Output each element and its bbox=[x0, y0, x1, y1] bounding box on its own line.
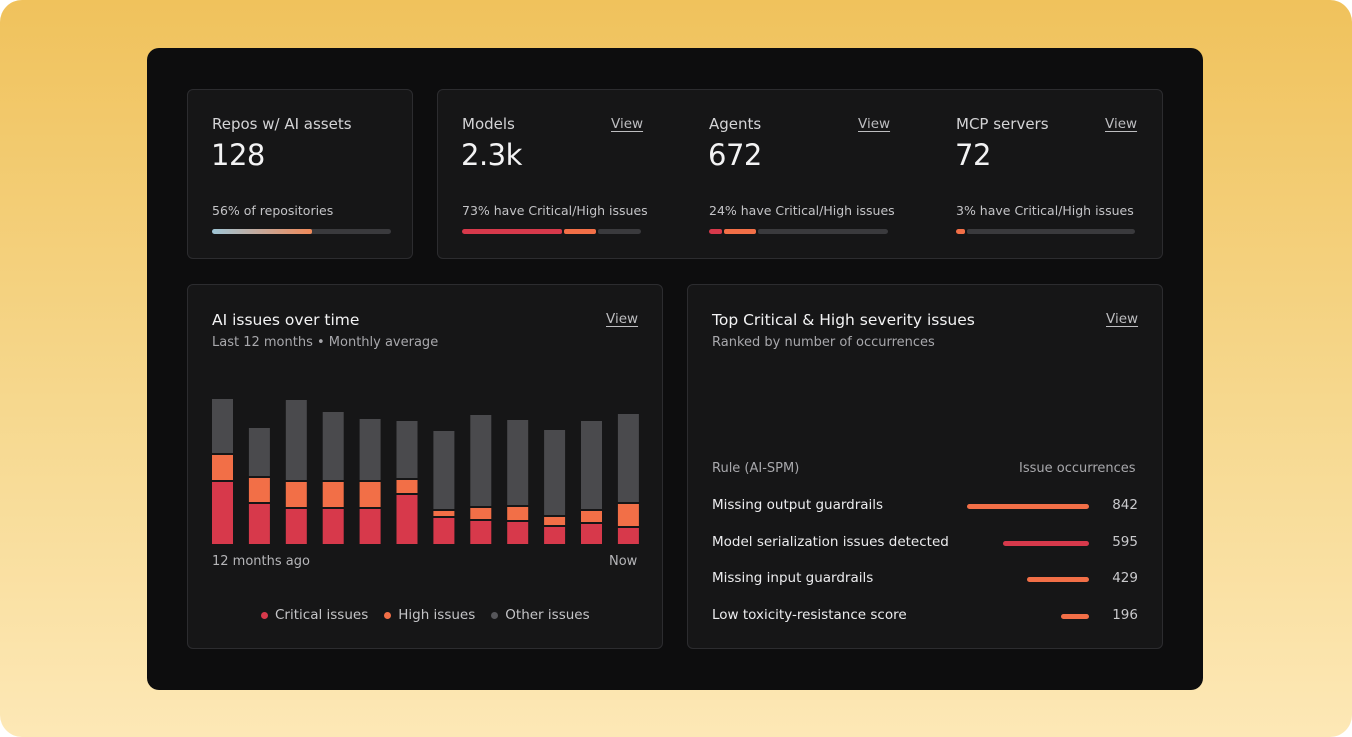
legend-critical-label: Critical issues bbox=[275, 607, 369, 623]
models-high-segment bbox=[564, 229, 597, 234]
bar-high-11 bbox=[581, 511, 602, 522]
bar-high-12 bbox=[617, 504, 639, 526]
mcp-remaining-segment bbox=[966, 229, 1135, 234]
legend-other: Other issues bbox=[491, 607, 590, 623]
agents-subtext: 24% have Critical/High issues bbox=[709, 203, 895, 218]
top-issues-view-link[interactable]: View bbox=[1106, 311, 1139, 327]
mcp-label: MCP servers bbox=[956, 115, 1049, 133]
issue-row-label: Low toxicity-resistance score bbox=[712, 606, 907, 623]
bar-other-10 bbox=[544, 430, 566, 515]
bar-critical-3 bbox=[285, 509, 307, 544]
bar-critical-12 bbox=[617, 528, 639, 544]
issue-row-label: Missing input guardrails bbox=[712, 570, 874, 586]
issue-row-bar bbox=[1060, 613, 1089, 619]
models-progress-track bbox=[462, 229, 641, 234]
bar-other-11 bbox=[581, 421, 602, 509]
bar-high-4 bbox=[322, 482, 344, 507]
bar-other-12 bbox=[617, 414, 639, 502]
agents-critical-segment bbox=[709, 229, 722, 234]
agents-progress-track bbox=[709, 229, 888, 234]
repos-subtext: 56% of repositories bbox=[212, 203, 334, 218]
legend-high-label: High issues bbox=[398, 607, 476, 623]
repos-label: Repos w/ AI assets bbox=[212, 115, 352, 133]
bar-critical-10 bbox=[544, 527, 566, 544]
bar-other-5 bbox=[359, 419, 381, 480]
bar-critical-5 bbox=[359, 509, 381, 544]
bar-other-9 bbox=[507, 420, 529, 505]
x-axis-end-label: Now bbox=[609, 554, 638, 569]
bar-critical-2 bbox=[248, 504, 270, 544]
legend-high-dot bbox=[384, 611, 392, 619]
bar-critical-7 bbox=[433, 518, 455, 544]
models-label: Models bbox=[462, 115, 515, 133]
legend-other-label: Other issues bbox=[505, 607, 590, 623]
bar-critical-11 bbox=[581, 524, 602, 544]
bar-high-7 bbox=[433, 511, 455, 516]
repos-progress-fill bbox=[212, 229, 313, 234]
top-issues-title: Top Critical & High severity issues bbox=[712, 311, 975, 329]
column-header-rule: Rule (AI-SPM) bbox=[712, 461, 800, 476]
bar-critical-9 bbox=[507, 522, 529, 544]
bar-other-6 bbox=[396, 421, 418, 478]
top-issues-card bbox=[687, 284, 1163, 649]
bar-other-3 bbox=[285, 400, 307, 480]
legend-high: High issues bbox=[384, 607, 475, 623]
bar-high-10 bbox=[544, 517, 566, 525]
issue-row-bar bbox=[967, 504, 1089, 509]
bar-other-4 bbox=[322, 412, 344, 480]
agents-high-segment bbox=[723, 229, 756, 234]
models-critical-segment bbox=[462, 229, 563, 234]
top-issues-subtitle: Ranked by number of occurrences bbox=[712, 335, 935, 350]
models-view-link[interactable]: View bbox=[611, 116, 644, 132]
issue-row-label: Missing output guardrails bbox=[712, 497, 884, 513]
bar-other-7 bbox=[433, 431, 455, 509]
agents-value: 672 bbox=[708, 138, 762, 172]
models-subtext: 73% have Critical/High issues bbox=[462, 203, 648, 218]
legend-critical-dot bbox=[261, 611, 268, 619]
issue-row-label: Model serialization issues detected bbox=[712, 533, 949, 550]
issue-row-count: 196 bbox=[1112, 606, 1138, 623]
issues-chart-subtitle: Last 12 months • Monthly average bbox=[212, 335, 439, 350]
bar-high-1 bbox=[212, 455, 233, 480]
bar-critical-1 bbox=[212, 482, 233, 544]
issue-row-bar bbox=[1026, 577, 1089, 582]
issue-row-count: 429 bbox=[1112, 570, 1138, 586]
legend-other-dot bbox=[491, 611, 499, 619]
chart-legend: Critical issues High issues Other issues bbox=[261, 605, 590, 625]
repos-progress-track bbox=[212, 229, 391, 234]
x-axis-start-label: 12 months ago bbox=[212, 554, 310, 569]
bar-other-1 bbox=[212, 399, 233, 453]
issue-row-count: 842 bbox=[1112, 497, 1138, 513]
mcp-view-link[interactable]: View bbox=[1105, 116, 1138, 132]
bar-other-2 bbox=[248, 428, 270, 476]
issues-chart-title: AI issues over time bbox=[212, 311, 360, 329]
bar-high-5 bbox=[359, 482, 381, 507]
mcp-value: 72 bbox=[955, 138, 991, 172]
bar-high-8 bbox=[470, 508, 492, 519]
bar-high-9 bbox=[507, 507, 529, 520]
mcp-high-segment bbox=[956, 229, 965, 234]
legend-critical: Critical issues bbox=[261, 607, 368, 623]
mcp-progress-track bbox=[956, 229, 1135, 234]
bar-high-2 bbox=[248, 478, 270, 502]
mcp-subtext: 3% have Critical/High issues bbox=[956, 203, 1134, 218]
repos-value: 128 bbox=[211, 138, 265, 172]
models-remaining-segment bbox=[598, 229, 641, 234]
agents-label: Agents bbox=[709, 115, 762, 133]
agents-view-link[interactable]: View bbox=[858, 116, 891, 132]
bar-critical-4 bbox=[322, 509, 344, 544]
issue-row-bar bbox=[1002, 540, 1089, 546]
bar-critical-8 bbox=[470, 521, 492, 544]
issues-chart-view-link[interactable]: View bbox=[606, 311, 639, 327]
bar-critical-6 bbox=[396, 495, 418, 544]
issue-row-count: 595 bbox=[1112, 533, 1138, 550]
issues-stacked-bar-chart bbox=[212, 399, 639, 544]
column-header-occurrences: Issue occurrences bbox=[1019, 461, 1136, 476]
bar-high-3 bbox=[285, 482, 307, 507]
bar-high-6 bbox=[396, 480, 418, 493]
bar-other-8 bbox=[470, 415, 492, 506]
models-value: 2.3k bbox=[461, 138, 522, 172]
agents-remaining-segment bbox=[757, 229, 888, 234]
